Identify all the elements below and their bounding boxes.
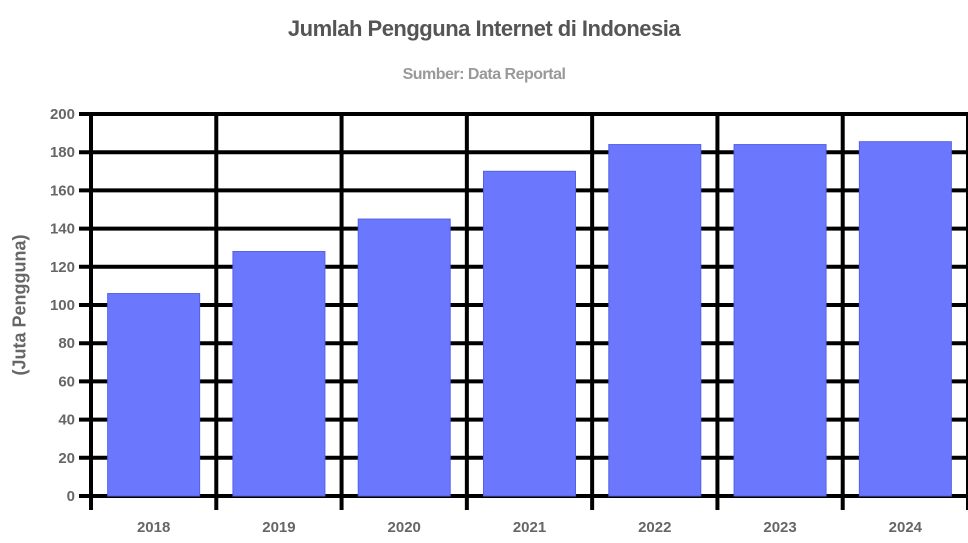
y-tick-label: 0 (67, 488, 75, 505)
y-tick-label: 40 (58, 412, 75, 429)
y-tick-label: 60 (58, 373, 75, 390)
bar-2023 (733, 144, 827, 497)
chart-subtitle: Sumber: Data Reportal (402, 66, 566, 83)
x-tick-label: 2024 (889, 519, 923, 536)
bar-2020 (357, 218, 451, 497)
y-tick-label: 200 (50, 106, 75, 123)
y-tick-label: 140 (50, 221, 75, 238)
y-tick-label: 80 (58, 335, 75, 352)
bar-2021 (483, 170, 576, 497)
bar-2024 (858, 141, 952, 497)
y-tick-label: 100 (50, 297, 75, 314)
chart-title: Jumlah Pengguna Internet di Indonesia (287, 16, 681, 41)
y-tick-label: 180 (50, 144, 75, 161)
bar-2019 (232, 251, 326, 497)
x-tick-label: 2021 (513, 519, 546, 536)
bar-2018 (107, 293, 201, 497)
y-tick-label: 20 (58, 450, 75, 467)
x-tick-label: 2018 (137, 519, 170, 536)
x-tick-label: 2019 (262, 519, 295, 536)
bar-2022 (608, 144, 702, 497)
y-tick-label: 160 (50, 182, 75, 199)
x-tick-label: 2023 (763, 519, 796, 536)
y-tick-label: 120 (50, 259, 75, 276)
x-tick-label: 2022 (638, 519, 671, 536)
x-tick-label: 2020 (388, 519, 421, 536)
